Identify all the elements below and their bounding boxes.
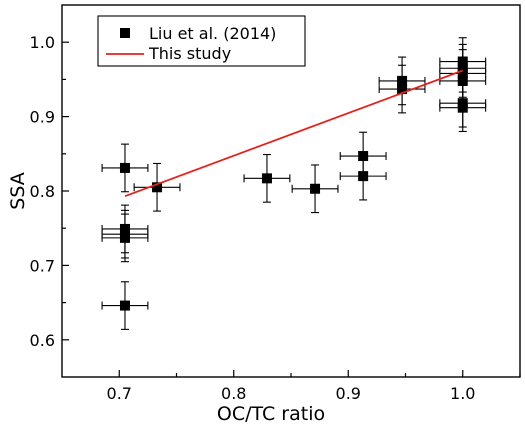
square-marker [119,300,130,311]
data-point [291,164,339,214]
square-marker [119,232,130,243]
plot-area [101,37,487,330]
data-point [378,64,426,114]
x-tick-label: 0.7 [107,384,132,403]
legend-marker-square [120,28,130,38]
x-axis-title: OC/TC ratio [217,403,325,425]
data-point [339,151,387,201]
fit-line [124,69,464,198]
y-tick-label: 0.9 [30,108,55,127]
y-tick-label: 0.8 [30,182,55,201]
data-point [101,281,149,330]
square-marker [358,171,369,182]
y-tick-label: 0.6 [30,331,55,350]
square-marker [397,84,408,95]
square-marker [119,162,130,173]
y-tick-label: 0.7 [30,256,55,275]
data-point [133,162,181,212]
y-axis-title: SSA [7,172,29,209]
legend-label-this-study: This study [148,44,231,63]
data-point [101,213,149,263]
square-marker [152,182,163,193]
x-tick-label: 1.0 [450,384,475,403]
square-marker [457,102,468,113]
square-marker [261,173,272,184]
data-point [439,83,487,133]
y-tick-label: 1.0 [30,33,55,52]
axes: 0.7 0.8 0.9 1.0 0.6 0.7 0.8 0.9 1.0 OC/TC ratio SS… [7,4,521,425]
data-point [243,153,291,203]
x-tick-label: 0.9 [336,384,361,403]
legend: Liu et al. (2014)This study [97,15,306,67]
legend-label-liu: Liu et al. (2014) [149,24,276,43]
x-tick-label: 0.8 [221,384,246,403]
legend-box [97,15,306,67]
square-marker [310,183,321,194]
data-point [101,143,149,193]
